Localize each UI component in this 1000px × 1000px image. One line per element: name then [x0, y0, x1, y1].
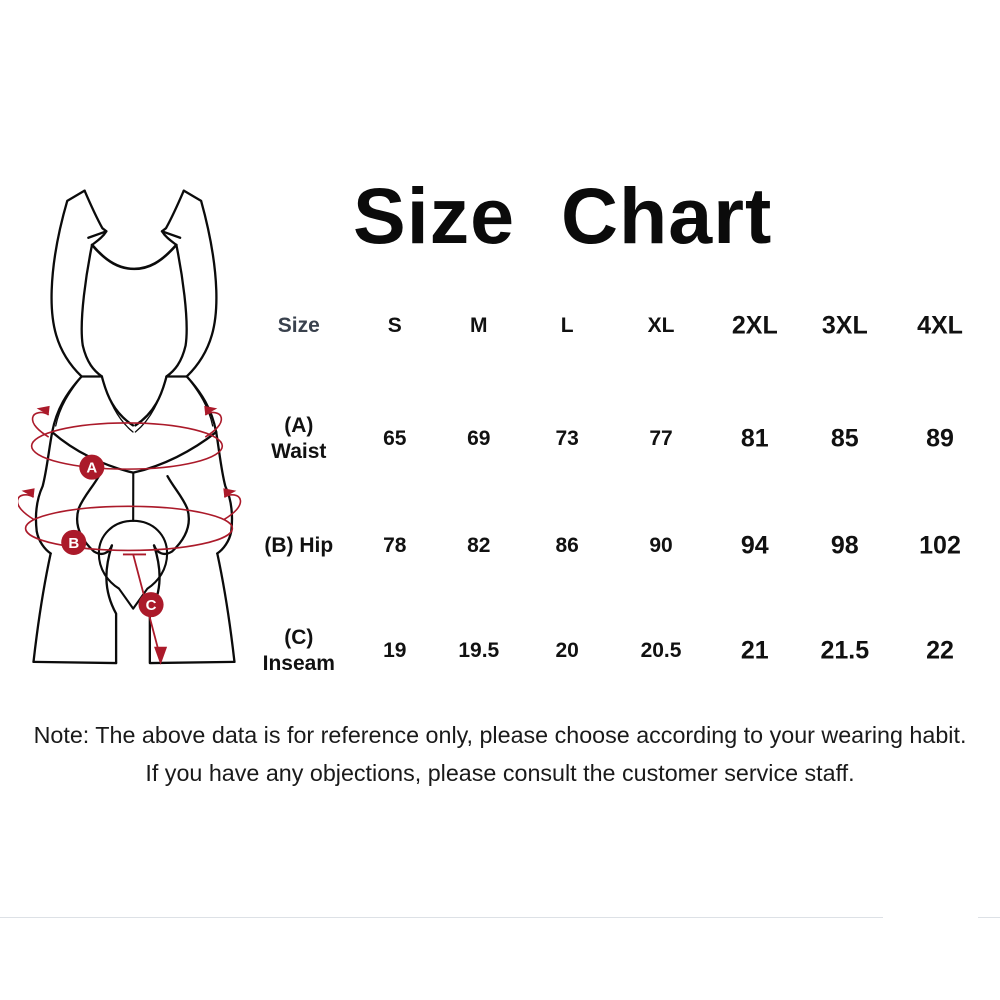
svg-text:B: B	[68, 535, 79, 552]
svg-text:A: A	[86, 460, 97, 477]
svg-text:C: C	[146, 597, 157, 614]
